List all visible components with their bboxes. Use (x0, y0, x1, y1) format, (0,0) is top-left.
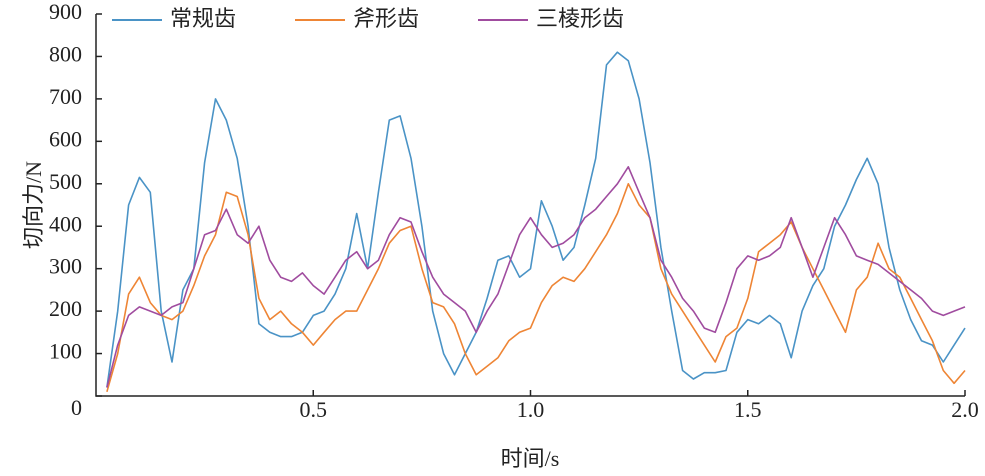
x-tick-label: 1.5 (734, 397, 762, 422)
x-axis-label: 时间/s (501, 446, 560, 471)
y-tick-label: 400 (49, 211, 82, 236)
y-tick-label: 900 (49, 0, 82, 24)
x-tick-label: 1.0 (517, 397, 545, 422)
legend-label: 斧形齿 (353, 6, 419, 31)
y-tick-label: 300 (49, 254, 82, 279)
x-tick-label: 2.0 (951, 397, 979, 422)
y-tick-label: 600 (49, 126, 82, 151)
y-tick-label: 500 (49, 169, 82, 194)
y-tick-label: 0 (71, 395, 82, 420)
y-axis-label: 切向力/N (21, 161, 46, 249)
legend-label: 常规齿 (170, 6, 236, 31)
y-tick-label: 100 (49, 339, 82, 364)
y-tick-label: 200 (49, 296, 82, 321)
y-tick-label: 700 (49, 84, 82, 109)
legend-label: 三棱形齿 (536, 6, 624, 31)
series-line (106, 183, 966, 393)
axes (95, 14, 965, 397)
y-tick-label: 800 (49, 41, 82, 66)
x-tick-label: 0.5 (300, 397, 328, 422)
series-line (106, 166, 966, 388)
